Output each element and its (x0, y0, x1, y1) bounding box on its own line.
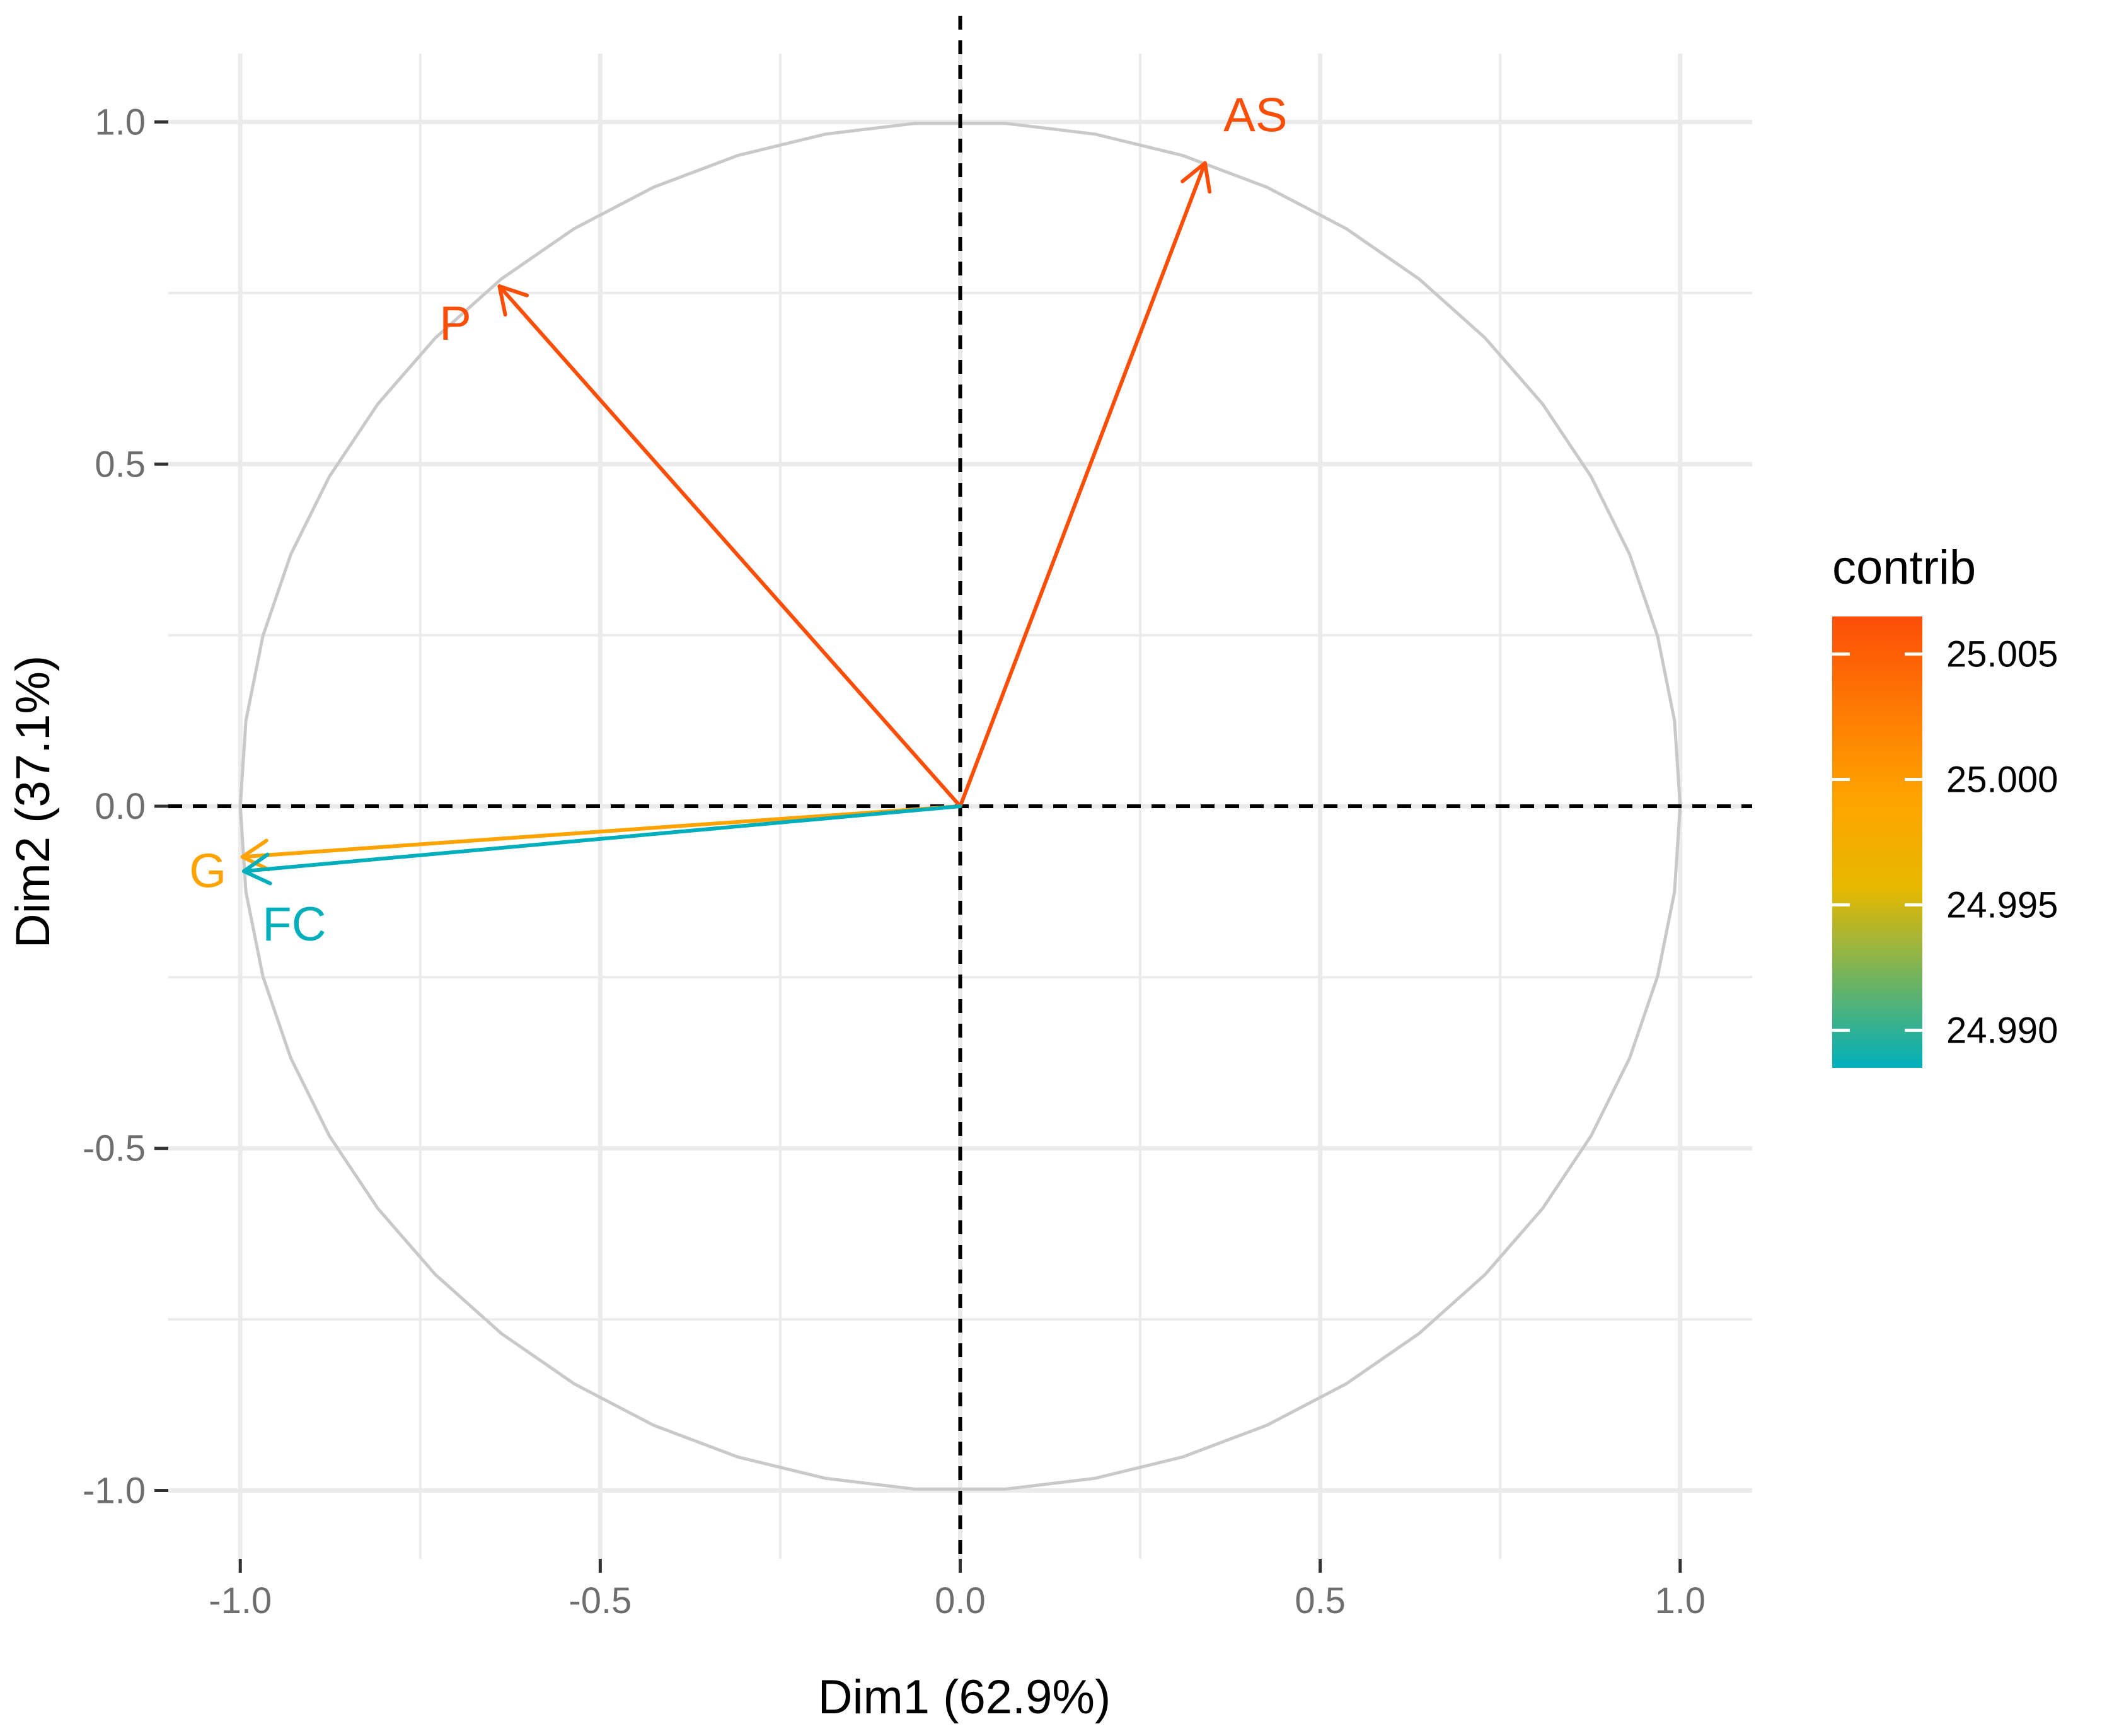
arrow-shaft (241, 804, 962, 874)
legend: contrib 25.005 25.000 24.995 24.990 (1832, 541, 2058, 1068)
y-tick-label: 0.0 (95, 786, 146, 827)
legend-ticks: 25.005 25.000 24.995 24.990 (1832, 634, 2058, 1051)
x-tick-label: 1.0 (1654, 1580, 1706, 1621)
variable-label-as: AS (1223, 89, 1287, 142)
legend-tick-label: 25.000 (1946, 760, 2058, 801)
variable-label-p: P (439, 297, 471, 350)
arrow-shaft (240, 804, 962, 859)
arrow-shaft (497, 284, 962, 808)
legend-tick-label: 24.995 (1946, 884, 2058, 925)
variable-arrows (240, 161, 1212, 886)
legend-tick-label: 25.005 (1946, 634, 2058, 675)
arrow-fc (241, 804, 962, 886)
y-tick-label: -1.0 (83, 1470, 146, 1511)
x-tick-label: -0.5 (569, 1580, 632, 1621)
x-axis-title: Dim1 (62.9%) (818, 1670, 1111, 1724)
variable-label-g: G (189, 844, 226, 898)
x-tick-label: 0.5 (1295, 1580, 1346, 1621)
arrow-head (241, 852, 272, 886)
arrow-shaft (958, 161, 1207, 808)
arrow-as (958, 161, 1212, 808)
reference-lines (168, 16, 1752, 1559)
legend-tick-label: 24.990 (1946, 1010, 2058, 1051)
variable-label-fc: FC (262, 898, 326, 951)
y-axis-title: Dim2 (37.1%) (6, 656, 60, 949)
arrow-head (497, 284, 529, 317)
arrow-head (240, 838, 271, 872)
arrow-head (1180, 161, 1212, 194)
correlation-circle (238, 122, 1682, 1491)
x-tick-label: 0.0 (935, 1580, 986, 1621)
y-tick-label: 0.5 (95, 444, 146, 485)
arrow-p (497, 284, 962, 808)
y-tick-label: 1.0 (95, 102, 146, 143)
y-tick-label: -0.5 (83, 1128, 146, 1169)
legend-title: contrib (1832, 541, 1976, 594)
variable-labels: AS P G FC (189, 89, 1287, 951)
axis-ticks: -1.0 -0.5 0.0 0.5 1.0 -1.0 -0.5 0.0 0.5 1.0 (83, 102, 1706, 1621)
arrow-g (240, 804, 962, 872)
legend-colorbar (1832, 616, 1922, 1068)
x-tick-label: -1.0 (209, 1580, 272, 1621)
